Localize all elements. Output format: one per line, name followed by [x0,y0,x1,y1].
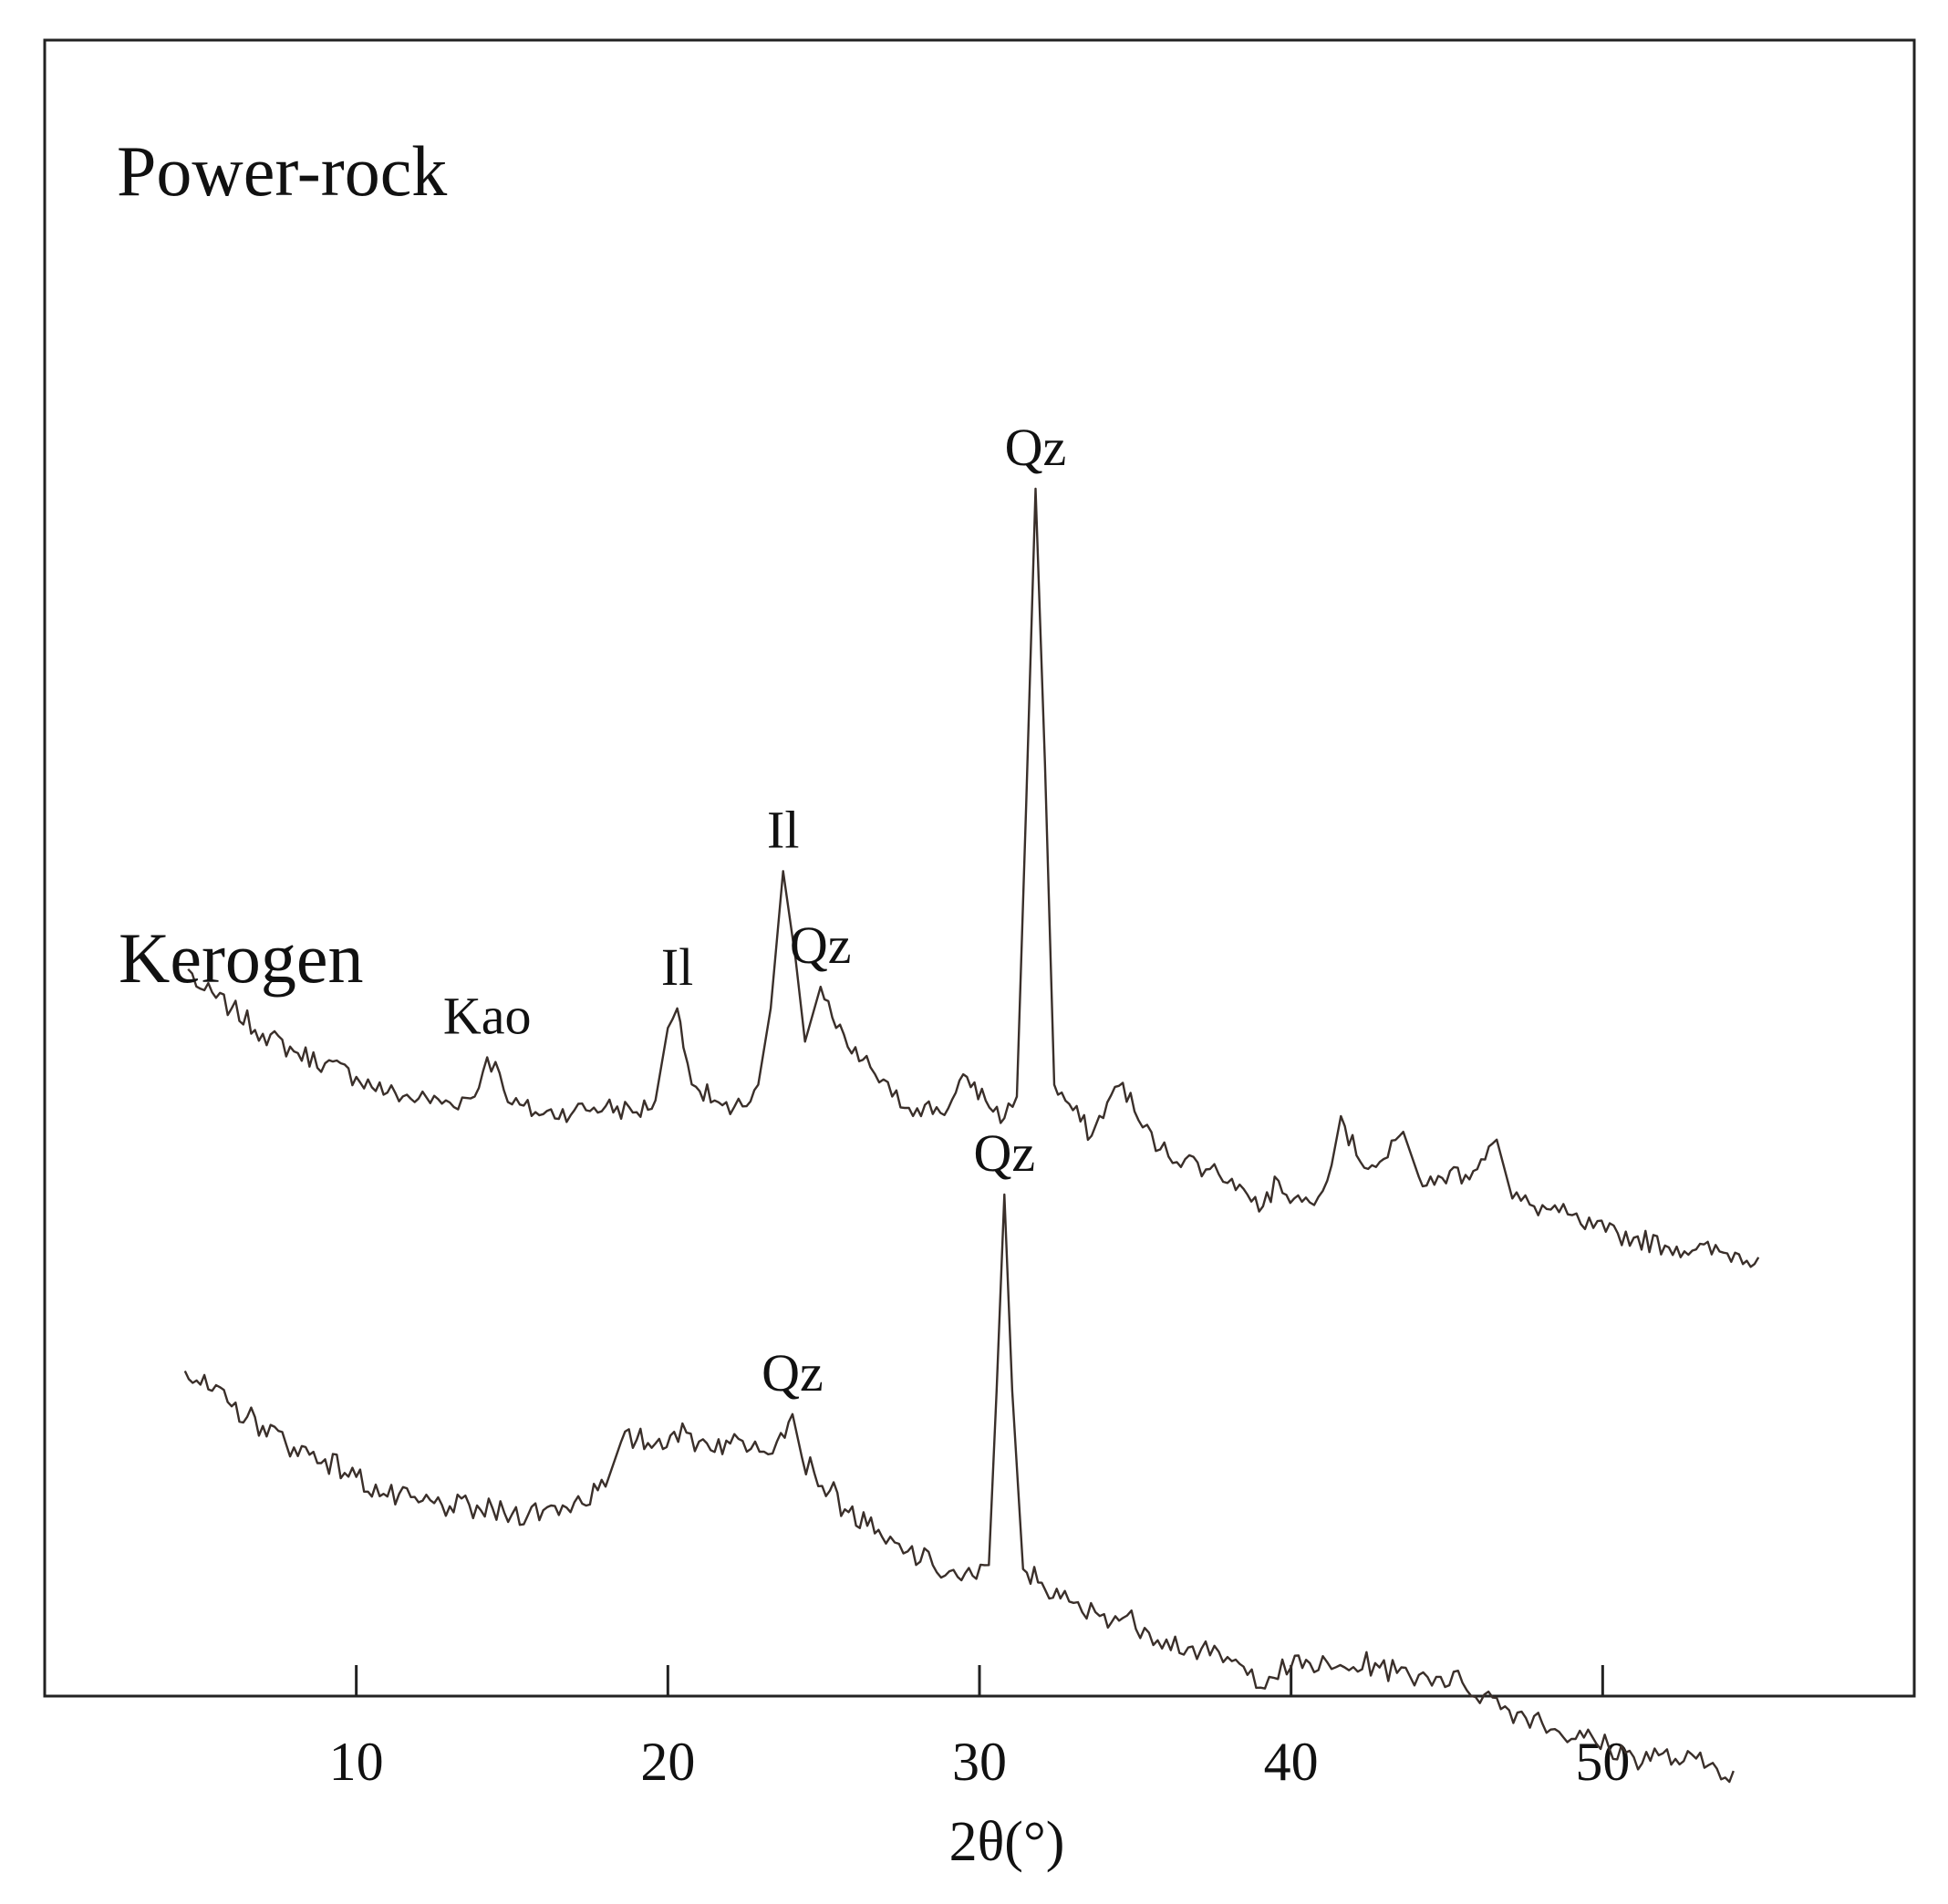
peak-label: Il [767,800,799,859]
series-label-kerogen: Kerogen [119,918,364,998]
series-line-kerogen [183,1193,1735,1784]
peak-label: Kao [443,987,532,1046]
series-label-power-rock: Power-rock [117,131,447,211]
series-layer [183,487,1760,1784]
peak-label: Qz [1005,418,1067,477]
peak-label: Il [661,937,693,997]
x-axis-title: 2θ(°) [949,1811,1065,1873]
peak-label: Qz [974,1123,1036,1183]
x-tick-label: 10 [329,1732,384,1792]
peak-label: Qz [762,1343,824,1402]
x-tick-label: 20 [640,1732,695,1792]
x-tick-label: 40 [1264,1732,1319,1792]
plot-frame [43,38,1916,1698]
peak-label: Qz [790,916,852,975]
series-line-power-rock [187,487,1760,1268]
x-tick-label: 30 [952,1732,1007,1792]
x-axis: 10 20 30 40 50 [45,1665,1914,1792]
label-layer: Kao Il Il Qz Qz Qz Qz [443,418,1066,1402]
